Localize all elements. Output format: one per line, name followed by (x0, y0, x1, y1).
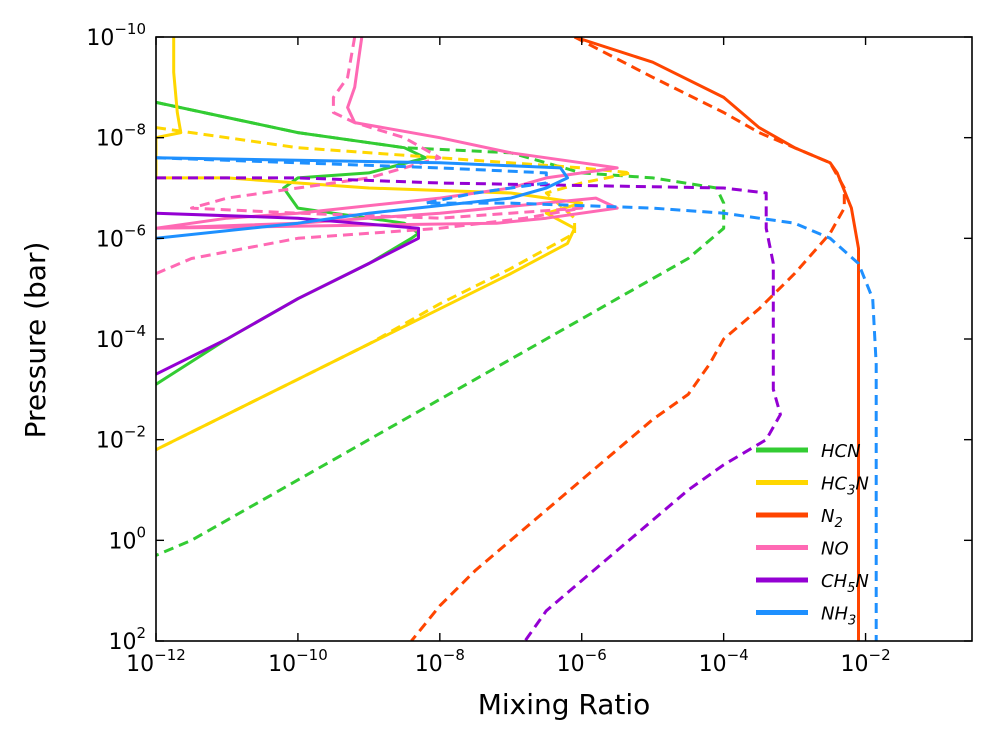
series-line-n2-dashed (410, 37, 846, 641)
legend-label-no: NO (821, 539, 849, 560)
y-tick-labels: 10−10 10−8 10−6 10−4 10−2 100 102 (86, 20, 146, 655)
x-tick-label: 10−6 (557, 646, 607, 677)
x-tick-label: 10−12 (126, 646, 186, 677)
x-tick-label: 10−4 (699, 646, 749, 677)
y-tick-label: 10−6 (96, 221, 146, 252)
series-line-ch5n-dashed (156, 176, 782, 641)
legend-label-nh3: NH3 (821, 604, 856, 629)
y-tick-label: 10−10 (86, 20, 146, 51)
y-tick-label: 10−2 (96, 423, 146, 454)
legend-label-n2: N2 (821, 506, 843, 531)
legend: HCN HC3N N2 NO CH5N NH3 (756, 441, 869, 629)
x-tick-label: 10−2 (841, 646, 891, 677)
y-tick-label: 100 (108, 523, 146, 554)
y-axis-label: Pressure (bar) (19, 242, 52, 439)
y-tick-label: 10−8 (96, 121, 146, 152)
series-line-nh3-solid (156, 156, 569, 240)
series-line-hcn-dashed (156, 100, 726, 557)
x-tick-label: 10−10 (268, 646, 328, 677)
x-axis-label: Mixing Ratio (478, 688, 651, 721)
legend-label-hcn: HCN (821, 441, 861, 462)
x-tick-label: 10−8 (415, 646, 465, 677)
series-line-nh3-dashed (156, 156, 878, 641)
series-line-hc3n-dashed (156, 126, 633, 452)
ticks-layer (155, 36, 972, 642)
x-tick-labels: 10−12 10−10 10−8 10−6 10−4 10−2 (126, 646, 890, 677)
legend-label-ch5n: CH5N (821, 571, 869, 596)
y-tick-label: 102 (108, 624, 146, 655)
series-layer (156, 37, 878, 641)
legend-label-hc3n: HC3N (821, 474, 869, 499)
series-line-no-dashed (156, 37, 584, 275)
y-tick-label: 10−4 (96, 322, 146, 353)
